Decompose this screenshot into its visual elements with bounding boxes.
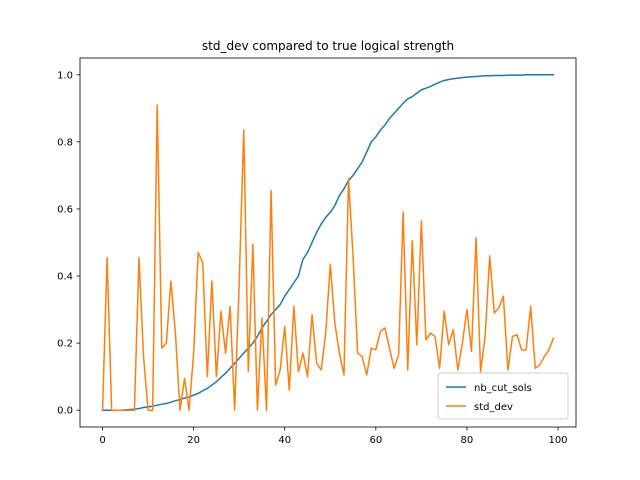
legend: nb_cut_sols std_dev bbox=[437, 372, 569, 420]
x-tick-label: 80 bbox=[461, 435, 474, 446]
y-tick-label: 0.8 bbox=[57, 137, 73, 148]
axes: 0 20 40 60 80 100 0.0 0.2 0.4 0.6 0.8 1.0 bbox=[57, 57, 577, 446]
legend-box bbox=[437, 372, 569, 420]
x-tick-label: 0 bbox=[99, 435, 105, 446]
series-line-std-dev bbox=[101, 104, 555, 412]
x-tick-label: 20 bbox=[187, 435, 200, 446]
legend-label-nb-cut-sols: nb_cut_sols bbox=[474, 383, 532, 394]
x-tick-label: 100 bbox=[548, 435, 567, 446]
y-tick-label: 0.2 bbox=[57, 339, 73, 350]
legend-label-std-dev: std_dev bbox=[474, 402, 513, 413]
x-tick-label: 60 bbox=[369, 435, 382, 446]
y-tick-label: 1.0 bbox=[57, 70, 73, 81]
plot-area bbox=[101, 74, 555, 412]
chart-title: std_dev compared to true logical strengt… bbox=[202, 39, 454, 53]
y-tick-label: 0.0 bbox=[57, 406, 73, 417]
axes-frame bbox=[79, 57, 577, 428]
y-tick-label: 0.4 bbox=[57, 272, 73, 283]
y-tick-label: 0.6 bbox=[57, 204, 73, 215]
series-line-nb-cut-sols bbox=[101, 74, 555, 411]
x-tick-label: 40 bbox=[278, 435, 291, 446]
